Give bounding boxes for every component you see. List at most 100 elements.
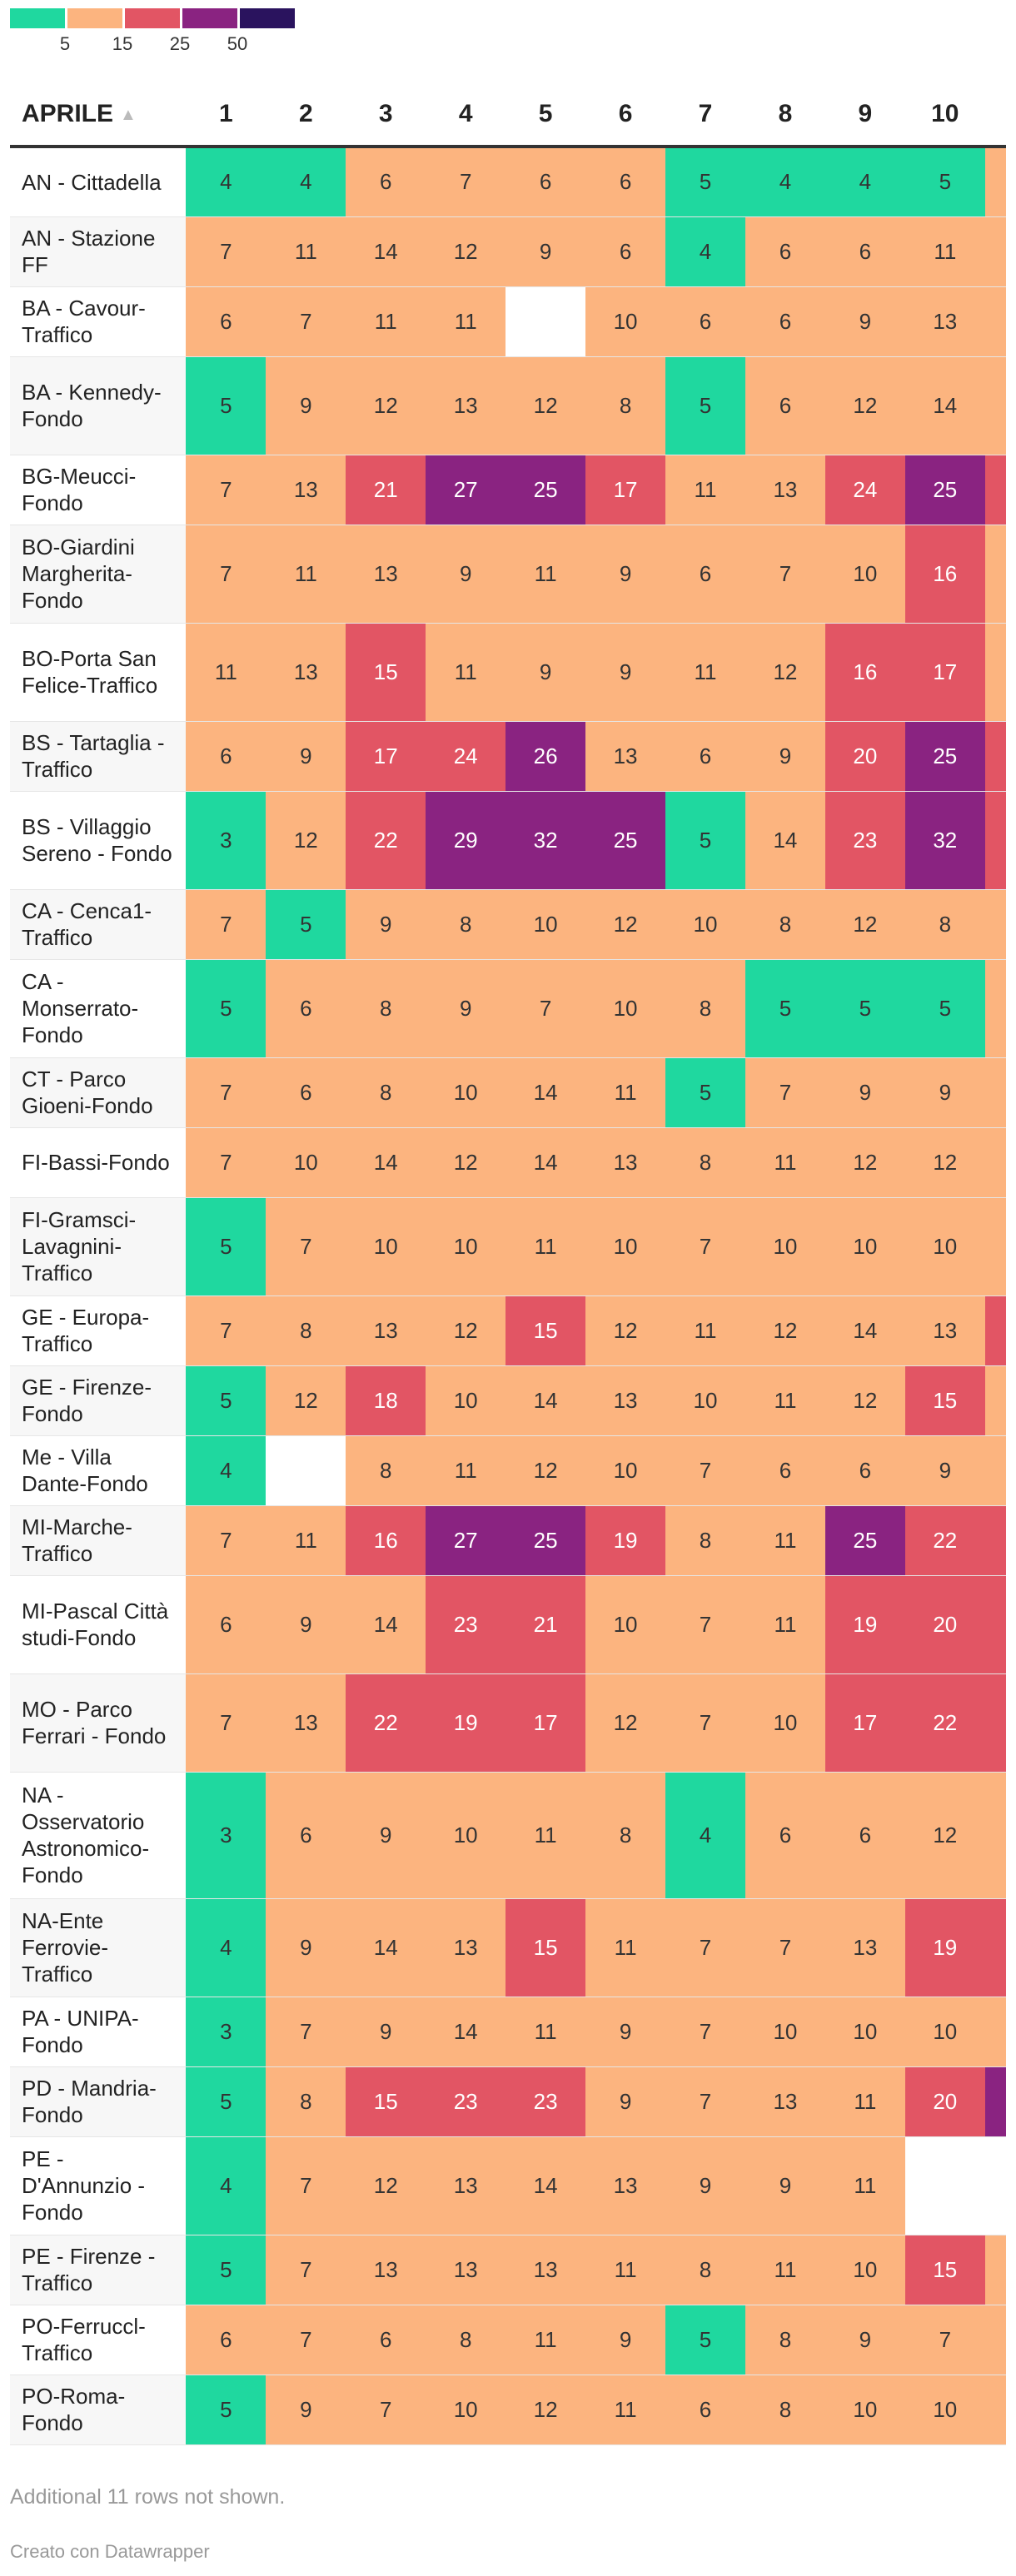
heatmap-cell-overflow (984, 959, 1006, 1058)
legend-swatch (67, 8, 122, 28)
heatmap-cell: 11 (585, 2375, 666, 2445)
heatmap-cell: 6 (745, 1435, 825, 1506)
heatmap-cell: 32 (506, 791, 586, 890)
heatmap-cell (266, 1435, 346, 1506)
row-label: MI-Pascal Città studi-Fondo (10, 1575, 187, 1674)
column-header-day[interactable]: 4 (426, 83, 506, 148)
heatmap-cell-overflow (984, 1898, 1006, 1997)
heatmap-cell: 32 (904, 791, 985, 890)
row-label: GE - Europa-Traffico (10, 1295, 187, 1366)
heatmap-cell-overflow (984, 1772, 1006, 1899)
heatmap-cell: 6 (665, 286, 745, 357)
table-row: CA - Cenca1-Traffico 7 5 9 8 10 12 10 8 12 8 (10, 889, 1006, 960)
heatmap-cell: 10 (266, 1127, 346, 1198)
column-header-day[interactable]: 10 (904, 83, 985, 148)
heatmap-cell: 8 (585, 1772, 666, 1899)
column-header-day[interactable]: 5 (506, 83, 586, 148)
heatmap-cell-overflow (984, 286, 1006, 357)
heatmap-cell: 25 (585, 791, 666, 890)
heatmap-cell: 7 (186, 889, 266, 960)
heatmap-cell: 13 (824, 1898, 905, 1997)
row-label: NA - Osservatorio Astronomico-Fondo (10, 1772, 187, 1899)
heatmap-cell: 9 (904, 1435, 985, 1506)
heatmap-cell: 11 (506, 1197, 586, 1296)
heatmap-cell: 6 (745, 216, 825, 287)
heatmap-cell: 12 (506, 356, 586, 455)
heatmap-cell: 3 (186, 791, 266, 890)
heatmap-cell: 6 (266, 959, 346, 1058)
table-row: FI-Bassi-Fondo 7 10 14 12 14 13 8 11 12 12 (10, 1127, 1006, 1198)
heatmap-cell: 8 (665, 1127, 745, 1198)
column-header-day[interactable]: 8 (745, 83, 825, 148)
table-row: GE - Europa-Traffico 7 8 13 12 15 12 11 12 14 13 (10, 1295, 1006, 1366)
heatmap-cell: 10 (426, 1365, 506, 1436)
heatmap-cell: 16 (824, 623, 905, 722)
heatmap-cell: 9 (745, 2136, 825, 2235)
heatmap-cell: 10 (665, 889, 745, 960)
heatmap-cell: 6 (585, 147, 666, 217)
heatmap-cell: 6 (585, 216, 666, 287)
heatmap-cell: 5 (904, 959, 985, 1058)
heatmap-cell: 8 (665, 1505, 745, 1576)
heatmap-cell: 14 (506, 1057, 586, 1128)
heatmap-cell: 7 (665, 1435, 745, 1506)
heatmap-cell: 6 (665, 721, 745, 792)
column-header-day[interactable]: 2 (266, 83, 346, 148)
heatmap-cell: 12 (745, 623, 825, 722)
column-header-day[interactable]: 9 (824, 83, 905, 148)
heatmap-cell: 11 (824, 2066, 905, 2137)
heatmap-cell: 10 (426, 1197, 506, 1296)
legend-tick-label: 50 (227, 33, 248, 54)
heatmap-cell: 13 (506, 2235, 586, 2305)
column-header-day[interactable]: 3 (346, 83, 426, 148)
column-header-day[interactable]: 7 (665, 83, 745, 148)
heatmap-cell: 10 (745, 1673, 825, 1773)
heatmap-cell-overflow (984, 1575, 1006, 1674)
heatmap-cell: 6 (745, 1772, 825, 1899)
heatmap-cell: 9 (824, 286, 905, 357)
heatmap-cell: 10 (904, 2375, 985, 2445)
table-row: PD - Mandria-Fondo 5 8 15 23 23 9 7 13 11 20 (10, 2066, 1006, 2137)
heatmap-cell: 10 (824, 525, 905, 624)
heatmap-cell: 12 (824, 356, 905, 455)
heatmap-cell: 17 (824, 1673, 905, 1773)
table-row: CA - Monserrato-Fondo 5 6 8 9 7 10 8 5 5 5 (10, 959, 1006, 1058)
heatmap-cell: 11 (426, 623, 506, 722)
heatmap-cell: 11 (585, 1057, 666, 1128)
row-label: BG-Meucci-Fondo (10, 455, 187, 525)
column-header-day[interactable]: 6 (585, 83, 666, 148)
heatmap-cell: 13 (266, 455, 346, 525)
heatmap-cell: 8 (346, 1057, 426, 1128)
heatmap-cell: 12 (346, 2136, 426, 2235)
row-label: NA-Ente Ferrovie-Traffico (10, 1898, 187, 1997)
table-row: PE - D'Annunzio - Fondo 4 7 12 13 14 13 9 9 11 (10, 2136, 1006, 2235)
heatmap-cell: 8 (745, 889, 825, 960)
heatmap-cell: 8 (745, 2375, 825, 2445)
heatmap-cell: 7 (186, 1505, 266, 1576)
heatmap-cell: 10 (426, 1057, 506, 1128)
column-header-aprile[interactable]: APRILE ▲ (10, 83, 187, 148)
heatmap-cell: 10 (426, 2375, 506, 2445)
heatmap-cell: 11 (745, 2235, 825, 2305)
heatmap-cell: 14 (346, 1575, 426, 1674)
heatmap-cell: 17 (506, 1673, 586, 1773)
heatmap-cell: 8 (904, 889, 985, 960)
sort-ascending-icon[interactable]: ▲ (120, 105, 137, 124)
heatmap-cell: 10 (585, 1435, 666, 1506)
table-row: BS - Tartaglia - Traffico 6 9 17 24 26 13 6 9 20 2… (10, 721, 1006, 792)
heatmap-cell: 9 (665, 2136, 745, 2235)
heatmap-cell: 4 (665, 1772, 745, 1899)
heatmap-cell: 8 (665, 2235, 745, 2305)
heatmap-cell-overflow (984, 1505, 1006, 1576)
heatmap-cell: 15 (346, 2066, 426, 2137)
heatmap-cell: 5 (186, 356, 266, 455)
heatmap-cell: 12 (426, 216, 506, 287)
heatmap-cell: 13 (266, 1673, 346, 1773)
row-label: PO-Ferruccl-Traffico (10, 2305, 187, 2375)
heatmap-cell: 9 (426, 959, 506, 1058)
row-label: FI-Bassi-Fondo (10, 1127, 187, 1198)
heatmap-cell: 7 (745, 1057, 825, 1128)
column-header-day[interactable]: 1 (186, 83, 266, 148)
heatmap-cell: 9 (266, 356, 346, 455)
row-label: CA - Monserrato-Fondo (10, 959, 187, 1058)
